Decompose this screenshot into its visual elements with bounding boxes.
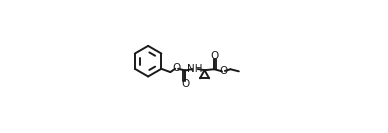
Text: O: O — [220, 66, 228, 76]
Text: O: O — [181, 79, 189, 89]
Text: NH: NH — [187, 63, 203, 74]
Text: O: O — [210, 51, 218, 61]
Text: O: O — [173, 63, 181, 73]
